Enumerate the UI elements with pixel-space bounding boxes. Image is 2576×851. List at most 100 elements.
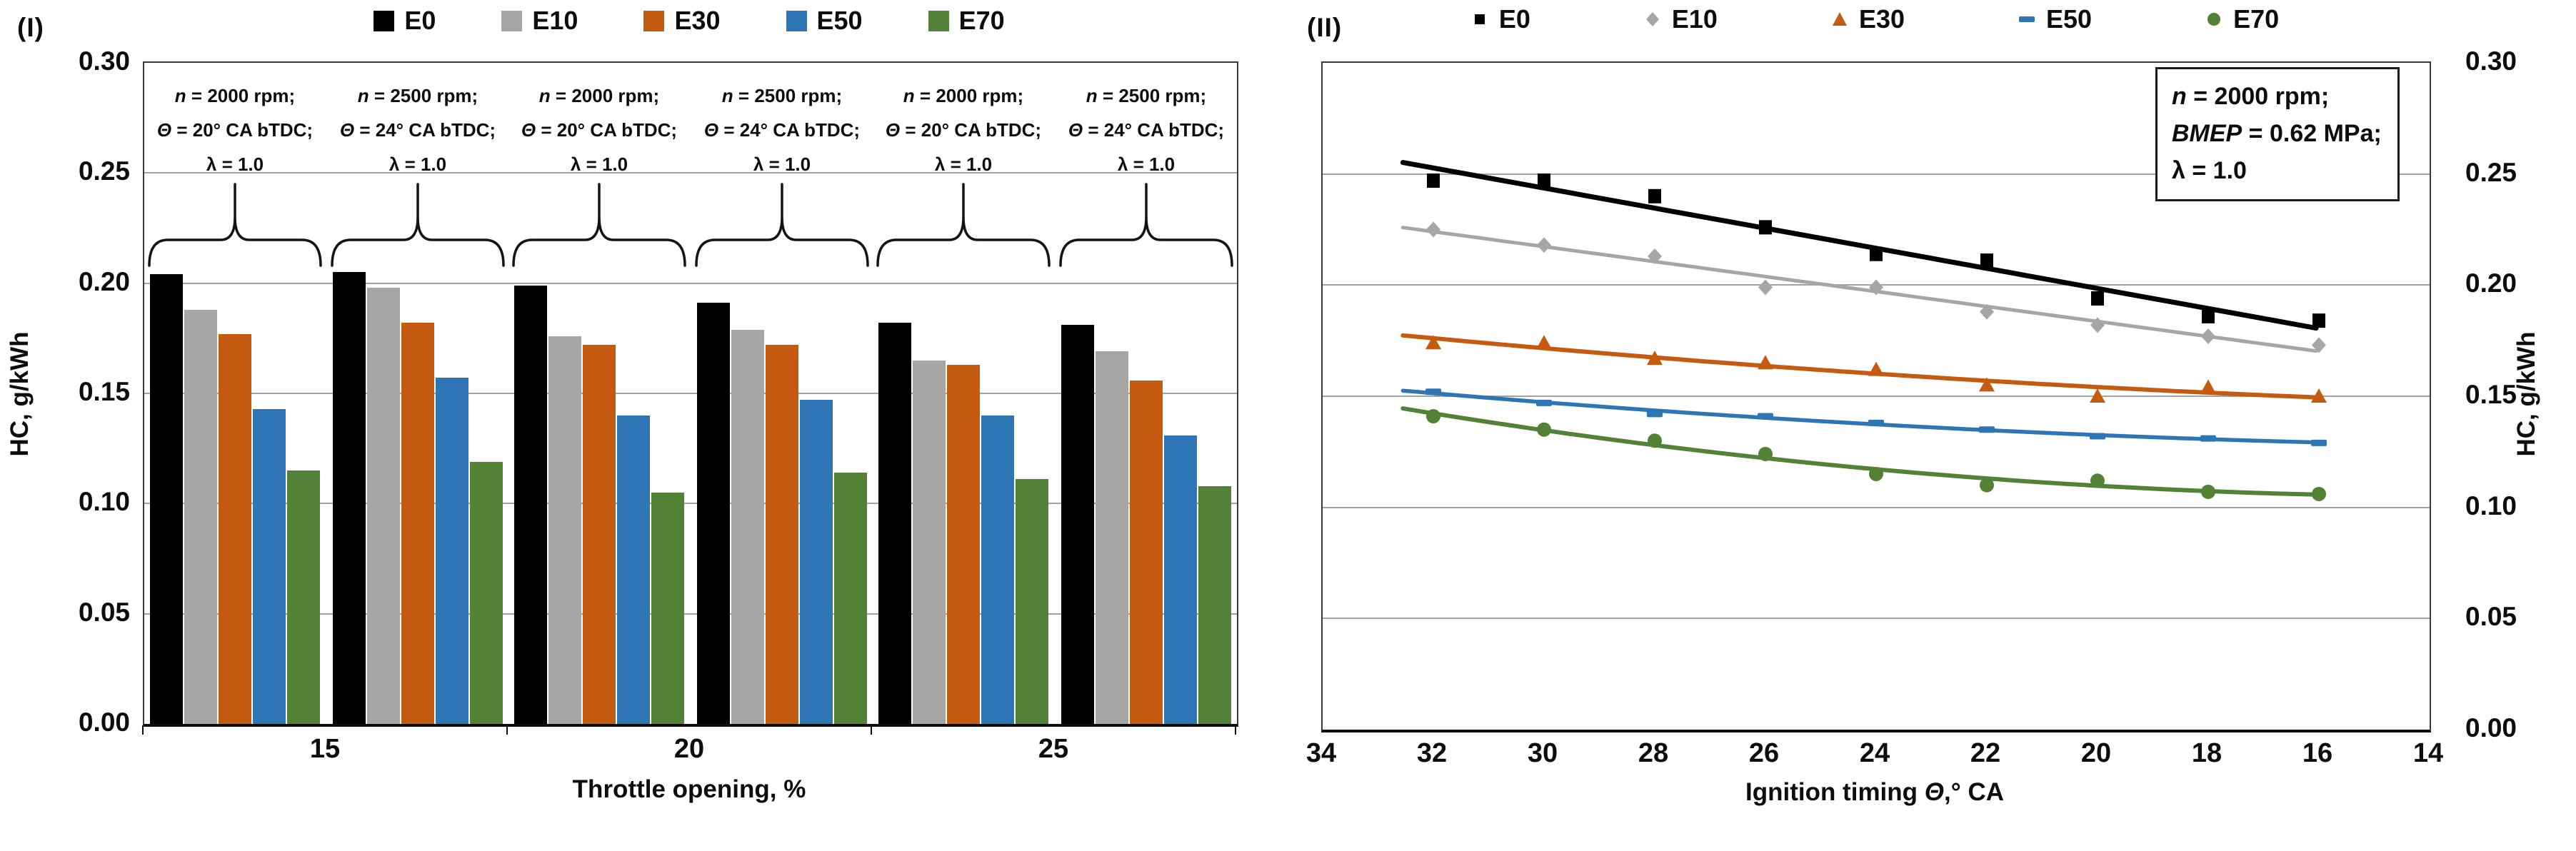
x-tick-label: 14 [2412,738,2444,768]
bar-e50 [617,415,650,724]
condition-line: Θ = 20° CA bTDC; [157,113,313,147]
legend-swatch-e70 [928,10,949,31]
scatter-series-layer [1400,160,2327,501]
bar-group [514,285,684,724]
marker-e50 [2090,433,2105,440]
bar-e0 [878,323,911,724]
condition-text: n = 2500 rpm; [722,85,842,106]
legend-item-e70: E70 [928,6,1005,36]
condition-text-symbol: Θ [1068,119,1083,141]
legend-swatch-e50 [786,10,807,31]
condition-line: Θ = 24° CA bTDC; [340,113,496,147]
condition-text-rest: = 2500 rpm; [1097,85,1207,106]
condition-line: Θ = 24° CA bTDC; [1068,113,1224,147]
condition-text-symbol: Θ [339,119,355,141]
bar-e70 [1198,485,1231,724]
note-text: n = 2000 rpm; [2172,83,2329,110]
group-conditions: n = 2500 rpm; Θ = 24° CA bTDC; λ = 1.0 [704,79,860,181]
group-brace [1058,183,1235,268]
bar-e0 [333,272,366,724]
marker-e70 [2090,473,2105,488]
y-tick-label: 0.15 [78,377,130,406]
marker-e70 [1537,422,1551,437]
trendline-e70 [1400,406,2319,497]
condition-text: λ = 1.0 [570,153,628,175]
group-brace [875,183,1052,268]
condition-text: n = 2000 rpm; [539,85,659,106]
condition-text: λ = 1.0 [206,153,264,175]
bar-e10 [913,360,946,724]
x-tick-label: 34 [1305,738,1337,768]
marker-e0 [1538,173,1550,188]
condition-line: λ = 1.0 [1068,147,1224,181]
panel-scatter-chart: (II) E0 E10 E30 E50 E70 n = 2000 rpm; BMEP = … [1257,0,2576,851]
condition-text-symbol: Θ [885,119,901,141]
bar-e10 [548,336,581,724]
marker-e50 [1979,426,1995,433]
condition-text: Θ = 20° CA bTDC; [157,119,313,141]
condition-line: n = 2500 rpm; [704,79,860,113]
gridline [1323,507,2430,508]
panel1-y-axis-title: HC, g/kWh [6,331,34,457]
condition-text-symbol: n [721,85,733,106]
condition-text-rest: = 2500 rpm; [369,85,478,106]
condition-line: λ = 1.0 [157,147,313,181]
legend-item-e10: E10 [501,6,578,36]
bar-e30 [947,364,980,724]
panel2-legend: E0 E10 E30 E50 E70 [1321,4,2428,34]
legend-marker-e30 [1832,12,1847,26]
condition-text-rest: = 2000 rpm; [914,85,1024,106]
bar-e30 [1130,380,1163,724]
x-tick-label: 22 [1970,738,2001,768]
condition-text: λ = 1.0 [934,153,993,175]
bar-e10 [1096,351,1128,724]
y-tick-label: 0.10 [2465,491,2517,520]
x-tick-label: 20 [2080,738,2112,768]
panel1-x-axis-title: Throttle opening, % [572,775,806,803]
legend-item-e50: E50 [786,6,863,36]
bar-e0 [150,274,183,724]
marker-e50 [1758,413,1773,420]
legend-label: E30 [674,6,721,35]
bar-e30 [401,323,434,724]
marker-e70 [1869,466,1883,481]
condition-text-rest: = 24° CA bTDC; [354,119,496,141]
bar-e50 [436,378,468,724]
condition-line: λ = 1.0 [521,147,677,181]
y-tick-label: 0.00 [78,708,130,737]
marker-e0 [2312,313,2325,328]
condition-line: n = 2000 rpm; [521,79,677,113]
marker-e10 [1980,303,1994,320]
marker-e0 [1648,188,1661,203]
marker-e30 [1536,335,1552,350]
legend-item-e0: E0 [1470,4,1530,34]
gridline [144,393,1237,394]
legend-marker-e0 [1474,14,1485,24]
marker-e10 [2201,328,2215,344]
bar-e10 [184,309,217,724]
condition-text: λ = 1.0 [753,153,811,175]
x-axis-tick [142,725,144,735]
marker-e50 [1425,388,1441,396]
legend-marker-e70 [2207,13,2221,26]
legend-item-e30: E30 [643,6,721,36]
legend-item-e70: E70 [2205,4,2279,34]
condition-line: Θ = 20° CA bTDC; [521,113,677,147]
note-line: n = 2000 rpm; [2172,78,2382,115]
marker-e0 [2091,291,2104,306]
panel2-x-title-symbol: Θ [1924,778,1945,806]
x-axis-tick [506,725,508,735]
bar-e70 [834,473,867,724]
bar-e50 [253,408,286,724]
legend-marker-e50 [2019,16,2035,22]
bar-e10 [367,287,400,724]
condition-text: n = 2500 rpm; [358,85,478,106]
bar-e50 [981,415,1014,724]
marker-e0 [1427,173,1440,188]
legend-item-e10: E10 [1643,4,1718,34]
note-text-rest: = 0.62 MPa; [2242,120,2382,147]
legend-label: E10 [1671,4,1718,34]
condition-text: n = 2000 rpm; [175,85,295,106]
legend-item-e50: E50 [2018,4,2092,34]
y-tick-label: 0.05 [2465,602,2517,631]
